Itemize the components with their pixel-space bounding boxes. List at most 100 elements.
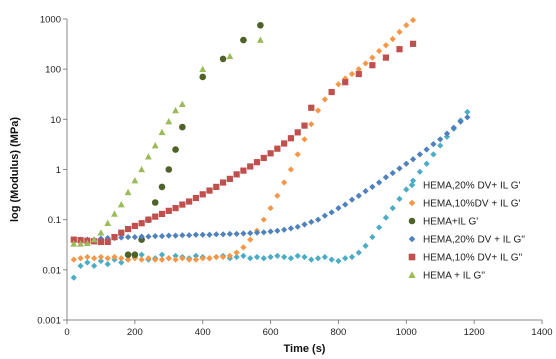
data-point [260, 229, 267, 236]
data-point [314, 107, 322, 114]
data-point [294, 223, 301, 230]
data-point [104, 261, 111, 268]
legend-marker [408, 199, 416, 207]
data-point [233, 253, 240, 261]
data-point [464, 114, 471, 121]
data-point [206, 187, 213, 194]
data-point [199, 73, 207, 81]
data-point [179, 201, 186, 208]
data-point [240, 167, 247, 174]
data-point [355, 192, 362, 199]
data-point [256, 36, 264, 43]
data-point [396, 28, 403, 36]
data-point [443, 130, 451, 137]
data-point [124, 256, 132, 263]
data-point [178, 100, 186, 108]
data-point [165, 207, 172, 214]
data-point [77, 262, 84, 269]
data-point [247, 229, 254, 237]
data-point [409, 17, 417, 24]
data-point [247, 255, 254, 262]
data-point [308, 256, 315, 263]
data-point [199, 191, 206, 198]
data-point [77, 240, 84, 247]
data-point [206, 255, 213, 262]
y-tick-label: 1 [56, 165, 61, 176]
data-point [382, 214, 390, 221]
data-point [376, 179, 383, 186]
x-tick-label: 600 [263, 327, 279, 338]
series-2 [70, 17, 417, 263]
data-point [138, 165, 146, 173]
legend-marker [408, 235, 416, 243]
data-point [389, 169, 396, 177]
data-point [267, 205, 274, 212]
data-point [409, 40, 417, 47]
data-point [77, 237, 84, 244]
data-point [124, 233, 132, 241]
data-point [274, 192, 281, 199]
data-point [308, 218, 315, 226]
data-point [97, 257, 105, 265]
data-point [294, 129, 301, 136]
data-point [247, 236, 254, 243]
data-point [287, 255, 295, 262]
data-point [158, 256, 166, 263]
data-point [423, 160, 430, 167]
data-point [165, 255, 172, 262]
legend-marker [408, 253, 416, 261]
data-point [281, 226, 288, 233]
data-point [70, 256, 77, 263]
data-point [77, 255, 84, 262]
data-point [348, 253, 356, 261]
data-point [403, 22, 410, 29]
data-point [287, 225, 295, 232]
data-point [369, 233, 376, 241]
data-point [253, 159, 261, 166]
data-point [457, 118, 464, 125]
y-tick-label: 0.01 [43, 265, 62, 276]
data-point [389, 205, 396, 212]
data-point [172, 252, 179, 259]
data-point [416, 151, 423, 158]
data-point [267, 228, 274, 235]
data-point [91, 262, 98, 269]
data-point [151, 199, 159, 206]
data-point [233, 171, 240, 178]
data-point [213, 183, 220, 190]
data-point [253, 253, 261, 261]
data-point [172, 256, 179, 263]
legend-label: HEMA,20% DV+ IL G' [423, 181, 520, 192]
data-point [260, 154, 267, 162]
data-point [172, 146, 179, 153]
data-point [369, 183, 376, 190]
data-point [403, 160, 410, 167]
data-point [464, 108, 471, 116]
data-point [328, 88, 335, 96]
data-point [247, 163, 254, 170]
data-point [131, 177, 139, 184]
data-point [226, 230, 233, 238]
y-tick-label: 0.001 [37, 316, 61, 327]
data-point [158, 233, 166, 240]
data-point [70, 236, 77, 243]
data-point [104, 255, 111, 262]
data-point [118, 255, 125, 262]
data-point [158, 210, 166, 218]
data-point [342, 79, 349, 86]
data-point [165, 166, 173, 173]
data-point [145, 153, 152, 160]
data-point [396, 195, 403, 202]
data-point [145, 233, 152, 240]
data-point [335, 257, 342, 265]
data-point [389, 35, 396, 43]
data-point [301, 136, 308, 143]
data-point [165, 232, 172, 239]
data-point [274, 227, 281, 234]
data-point [145, 255, 152, 262]
data-point [301, 221, 308, 228]
data-point [294, 252, 301, 259]
axes: Time (s) log (Modulus) (MPa) 0.001 0.01 0.… [9, 15, 553, 356]
data-point [186, 198, 193, 205]
